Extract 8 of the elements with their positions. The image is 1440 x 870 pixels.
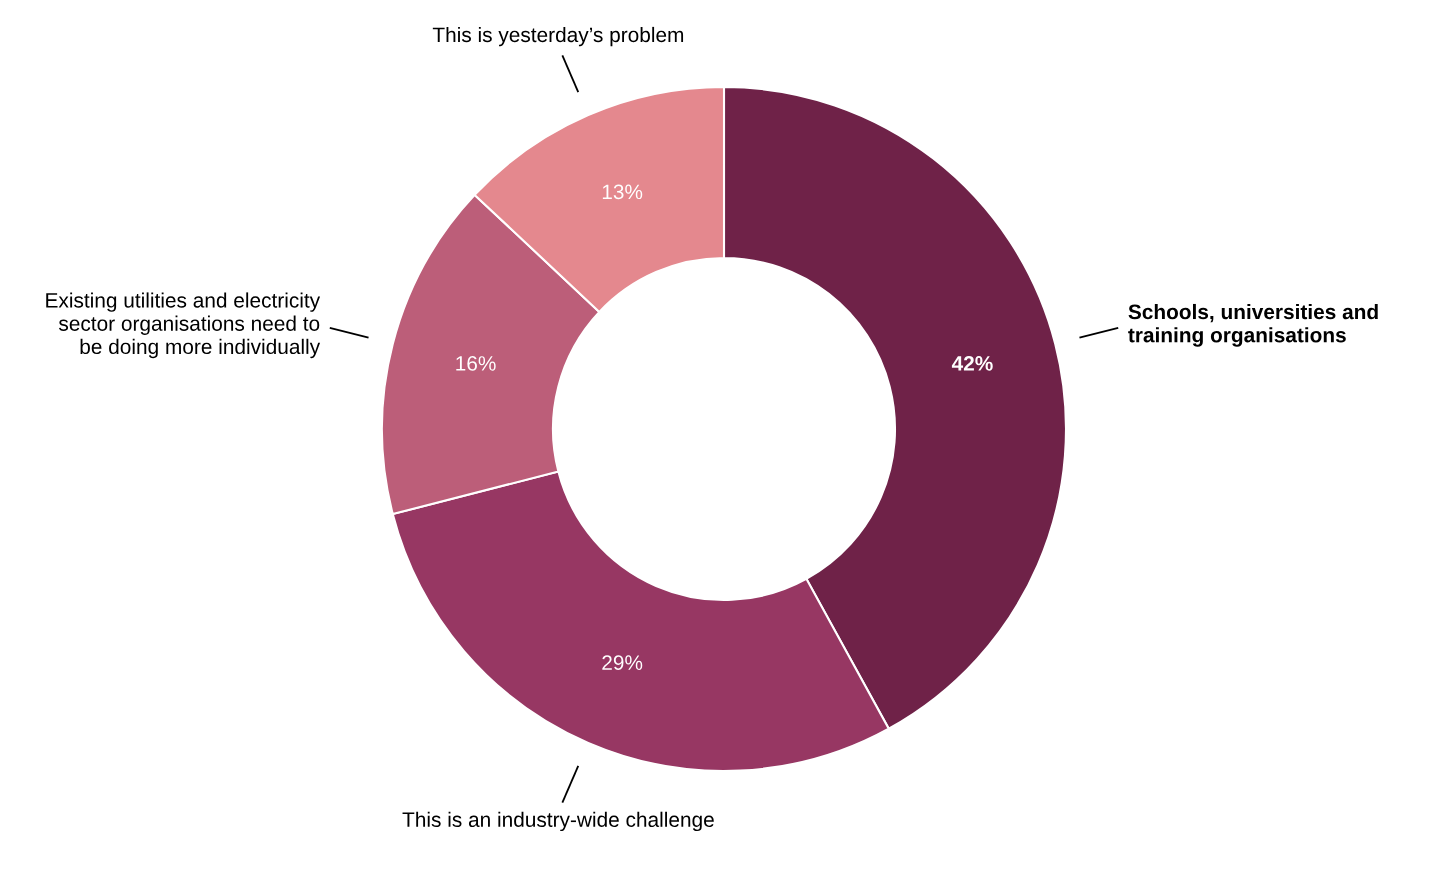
data-label: 16% bbox=[456, 356, 496, 371]
slice-label: This is an industry-wide challenge bbox=[402, 811, 714, 832]
data-label: 29% bbox=[602, 655, 643, 670]
slice-label: Existing utilities and electricity sector organisations need to be doing more individually bbox=[46, 292, 321, 359]
data-label: 42% bbox=[951, 356, 993, 371]
slice-label: This is yesterday’s problem bbox=[432, 26, 684, 47]
slice-label: Schools, universities and training organisations bbox=[1128, 303, 1378, 347]
data-label: 13% bbox=[602, 184, 643, 200]
